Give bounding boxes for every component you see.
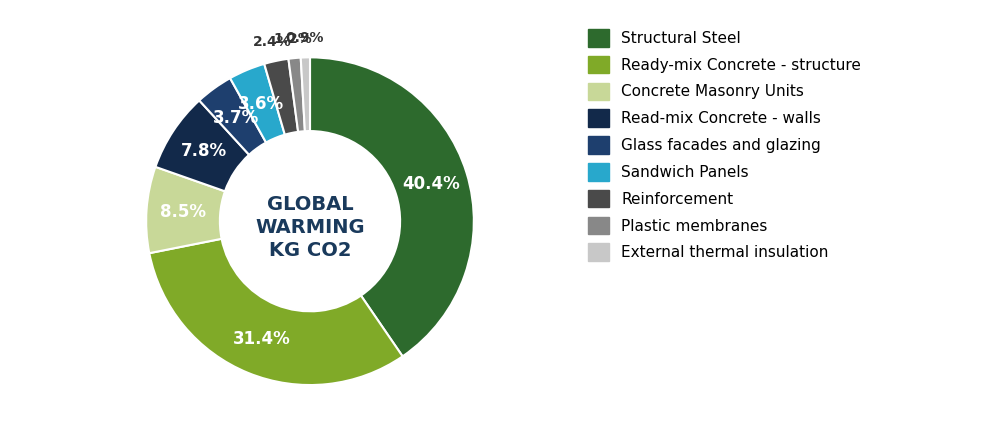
Wedge shape bbox=[288, 58, 305, 132]
Wedge shape bbox=[264, 59, 298, 135]
Text: WARMING: WARMING bbox=[255, 218, 365, 237]
Text: KG CO2: KG CO2 bbox=[269, 241, 351, 260]
Text: 1.2%: 1.2% bbox=[273, 32, 312, 46]
Wedge shape bbox=[146, 167, 225, 253]
Wedge shape bbox=[301, 58, 310, 131]
Wedge shape bbox=[199, 78, 266, 155]
Wedge shape bbox=[155, 101, 249, 191]
Text: 31.4%: 31.4% bbox=[233, 330, 291, 348]
Text: 40.4%: 40.4% bbox=[402, 175, 460, 193]
Text: 2.4%: 2.4% bbox=[253, 35, 292, 49]
Text: 7.8%: 7.8% bbox=[181, 142, 227, 160]
Text: 3.7%: 3.7% bbox=[212, 109, 259, 127]
Text: 8.5%: 8.5% bbox=[160, 203, 206, 221]
Wedge shape bbox=[230, 64, 285, 143]
Text: GLOBAL: GLOBAL bbox=[267, 195, 353, 214]
Wedge shape bbox=[149, 239, 403, 385]
Text: 0.9%: 0.9% bbox=[286, 31, 324, 45]
Text: 3.6%: 3.6% bbox=[238, 95, 284, 113]
Wedge shape bbox=[310, 58, 474, 357]
Legend: Structural Steel, Ready-mix Concrete - structure, Concrete Masonry Units, Read-m: Structural Steel, Ready-mix Concrete - s… bbox=[588, 29, 861, 261]
